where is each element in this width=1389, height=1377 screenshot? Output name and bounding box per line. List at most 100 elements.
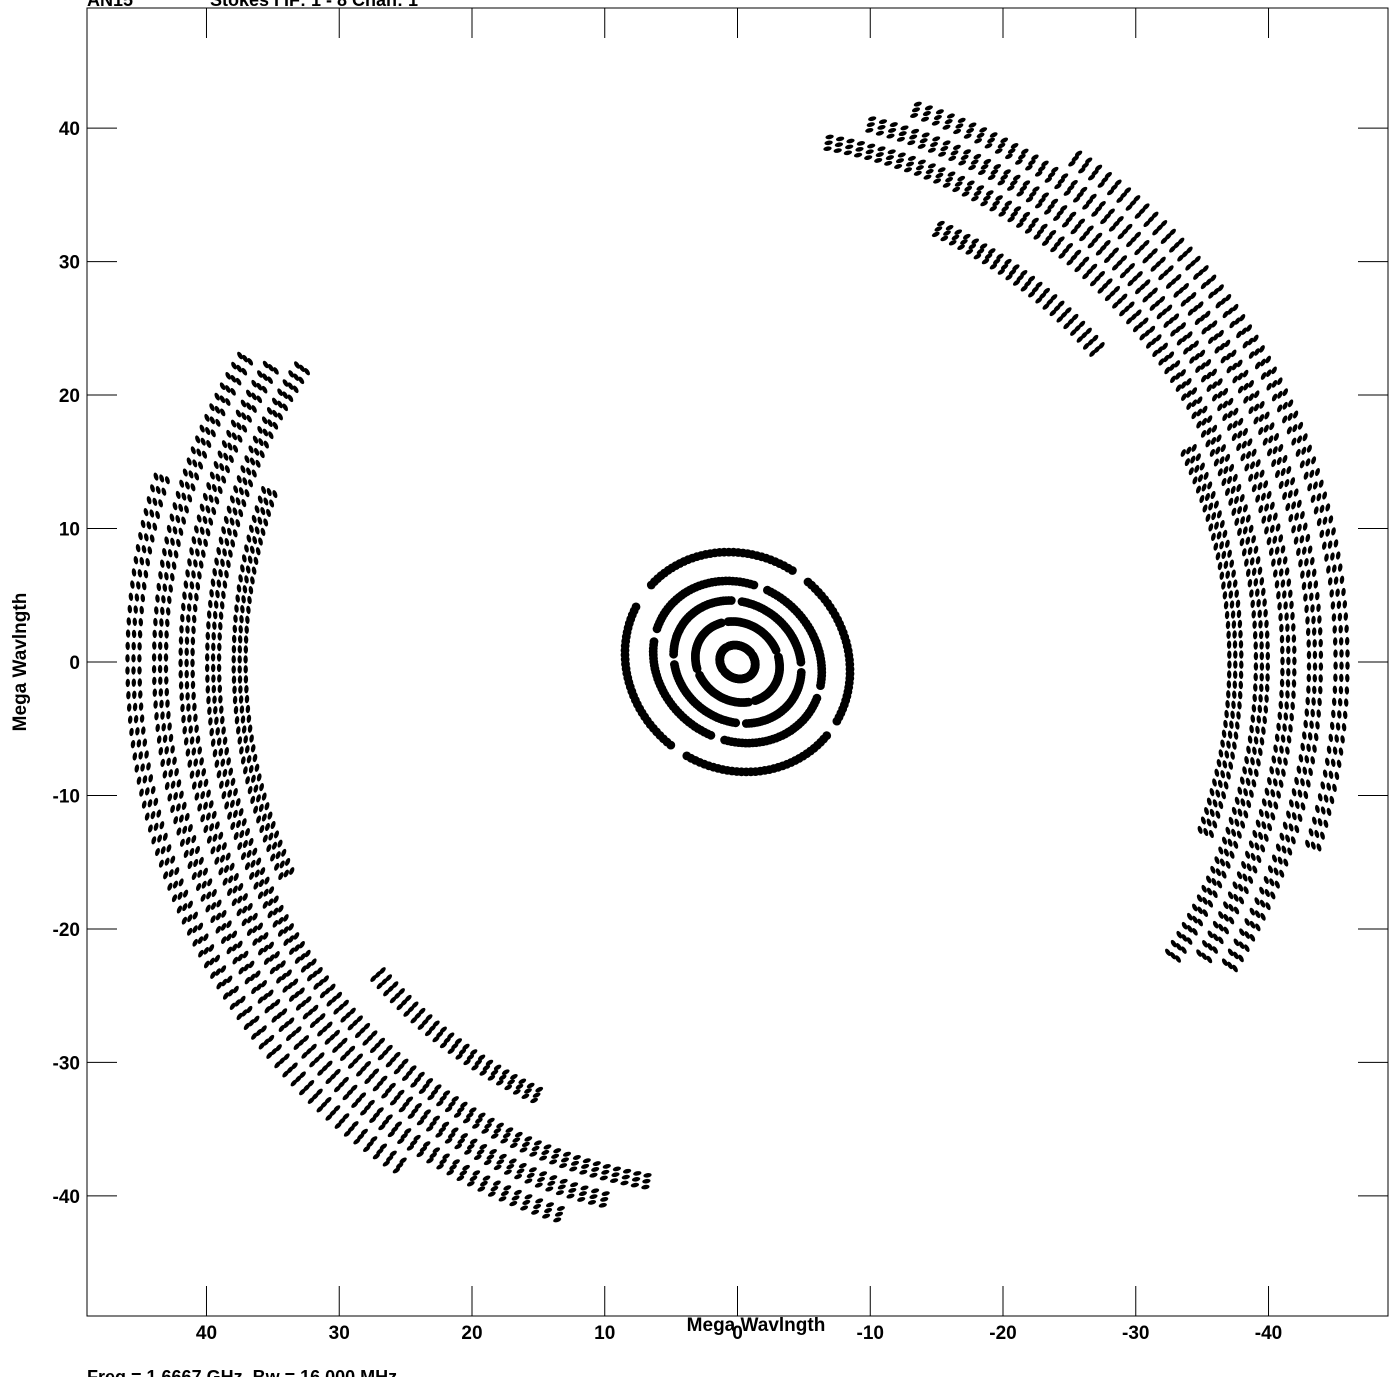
uv-point [1240, 516, 1246, 525]
uv-point [1221, 550, 1227, 560]
uv-point [1293, 488, 1299, 497]
uv-point [222, 992, 229, 1000]
uv-point [239, 995, 246, 1004]
uv-point [1286, 578, 1292, 587]
uv-point [173, 791, 178, 801]
uv-point [263, 440, 269, 449]
uv-point [1237, 808, 1243, 817]
uv-point [1211, 424, 1218, 433]
uv-point [490, 1185, 499, 1192]
uv-point [396, 1003, 404, 1011]
uv-point [252, 938, 259, 946]
uv-point [1015, 159, 1023, 165]
uv-point [218, 611, 224, 620]
uv-point [161, 487, 167, 496]
uv-point [472, 1123, 480, 1129]
uv-point [1163, 320, 1170, 328]
uv-point [1269, 422, 1275, 431]
uv-point [1186, 925, 1193, 933]
uv-point [1285, 623, 1290, 632]
uv-point [1344, 624, 1349, 633]
uv-point [1291, 690, 1296, 699]
uv-point [304, 368, 310, 376]
uv-point [224, 537, 230, 547]
uv-point [258, 1042, 265, 1050]
uv-point [222, 736, 228, 745]
uv-point [1170, 939, 1177, 948]
uv-point [1285, 502, 1291, 512]
uv-point [1013, 206, 1022, 213]
uv-point [1296, 765, 1302, 774]
uv-point [1209, 788, 1215, 797]
uv-point [215, 589, 220, 599]
uv-point [942, 182, 951, 188]
uv-point [1201, 405, 1208, 414]
uv-point [138, 618, 144, 627]
uv-point [166, 844, 172, 853]
uv-point [1236, 871, 1243, 880]
uv-point [493, 1127, 502, 1134]
uv-point [363, 1145, 371, 1152]
uv-point [200, 437, 206, 446]
uv-point [1282, 415, 1288, 424]
uv-point [183, 737, 189, 746]
uv-point [266, 487, 272, 497]
uv-point [1010, 179, 1018, 186]
uv-point [145, 558, 150, 567]
uv-point [1329, 721, 1335, 731]
top-caption-left: AN15 [87, 0, 133, 10]
uv-point [1305, 533, 1311, 543]
uv-point [529, 1151, 538, 1157]
uv-point [1244, 558, 1249, 567]
uv-point [1335, 588, 1340, 597]
uv-point [214, 856, 220, 865]
uv-point [389, 1099, 398, 1106]
uv-point [1247, 337, 1254, 346]
uv-point [1175, 325, 1182, 334]
uv-point [322, 975, 329, 983]
uv-point [216, 844, 222, 853]
uv-point [1253, 672, 1258, 682]
uv-point [212, 568, 217, 577]
uv-point [1269, 524, 1275, 534]
uv-point [244, 575, 249, 584]
uv-point [435, 1131, 443, 1138]
uv-point [1304, 755, 1310, 764]
uv-point [1180, 381, 1187, 389]
uv-point [221, 936, 227, 944]
uv-point [165, 560, 171, 569]
uv-point [262, 834, 268, 843]
uv-point [251, 379, 258, 388]
uv-point [242, 477, 248, 486]
uv-point [225, 385, 231, 393]
uv-point [225, 371, 232, 380]
uv-point [158, 859, 164, 868]
uv-point [232, 956, 239, 965]
uv-point [181, 492, 187, 501]
uv-point [1280, 667, 1285, 677]
uv-point [1258, 747, 1263, 756]
uv-point [1064, 307, 1072, 314]
uv-point [580, 1185, 589, 1191]
uv-point [234, 999, 241, 1007]
uv-point [1212, 920, 1219, 929]
uv-point [1338, 685, 1344, 695]
uv-point [250, 576, 255, 585]
uv-point [182, 591, 187, 600]
uv-point [319, 991, 327, 999]
uv-point [209, 403, 215, 412]
uv-point [179, 838, 185, 847]
uv-point [259, 867, 266, 876]
uv-point [1292, 424, 1298, 433]
uv-point [1259, 683, 1264, 692]
uv-point [282, 391, 289, 399]
uv-point [1251, 484, 1257, 493]
uv-point [524, 1178, 533, 1184]
uv-point [720, 735, 729, 745]
uv-point [256, 395, 263, 404]
uv-point [401, 1074, 410, 1081]
uv-point [276, 1011, 283, 1019]
uv-point [1313, 580, 1319, 589]
uv-point [244, 625, 249, 634]
uv-point [370, 1136, 378, 1143]
